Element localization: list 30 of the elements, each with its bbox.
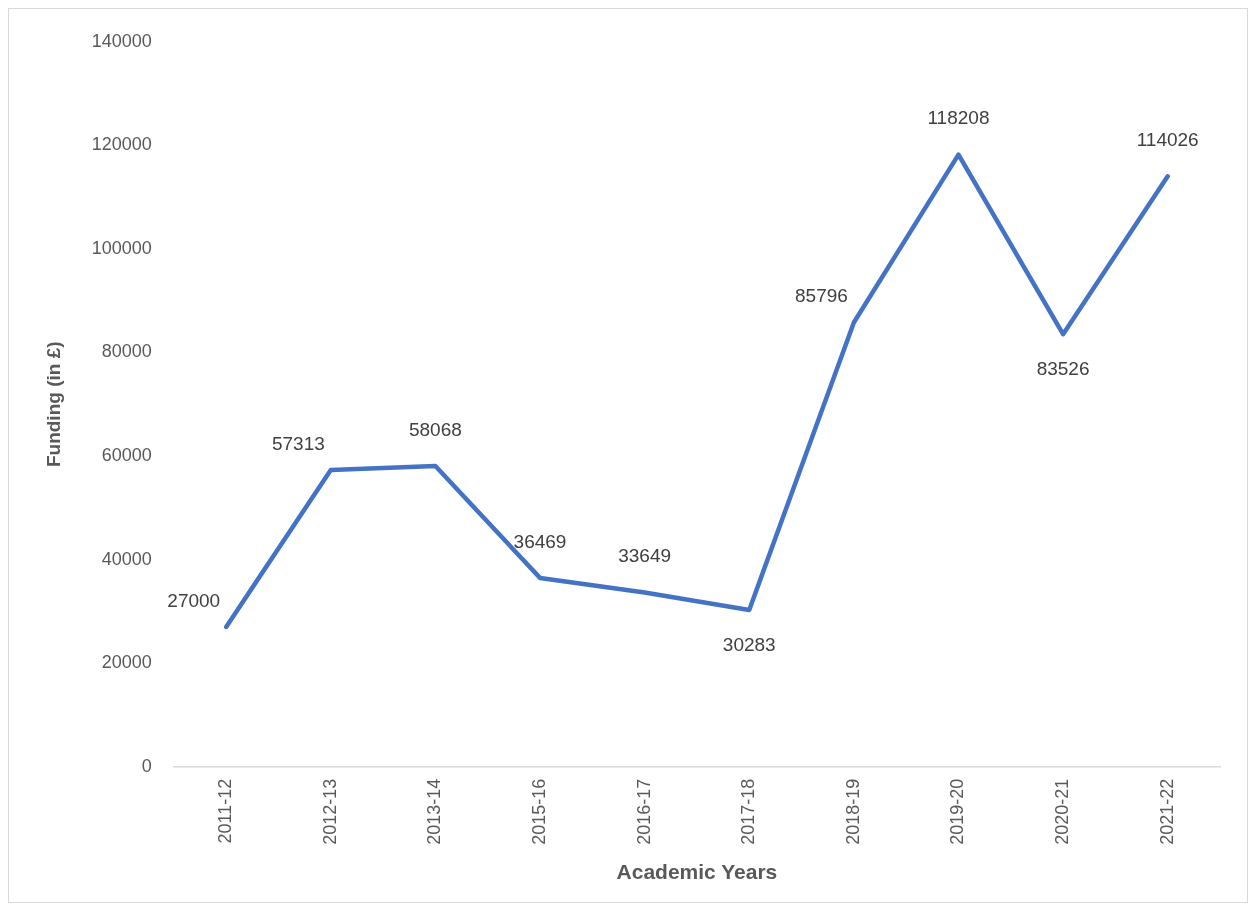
y-tick-label: 60000 [101,445,152,466]
data-label: 58068 [408,418,462,440]
y-tick-label: 80000 [101,341,152,362]
data-label: 36469 [513,530,567,552]
data-label: 114026 [1136,129,1199,151]
y-tick-label: 140000 [91,30,152,51]
x-tick-label: 2016-17 [633,778,654,845]
x-axis-title: Academic Years [616,860,778,884]
x-tick-label: 2015-16 [528,778,549,845]
x-tick-label: 2017-18 [738,778,759,845]
y-tick-label: 20000 [101,652,152,673]
x-tick-label: 2019-20 [947,778,968,845]
x-tick-label: 2020-21 [1052,778,1073,845]
x-tick-label: 2012-13 [319,778,340,845]
y-axis-title: Funding (in £) [42,341,64,468]
x-tick-label: 2021-22 [1156,778,1177,845]
x-tick-label: 2013-14 [424,778,445,845]
y-tick-label: 100000 [91,237,152,258]
data-label: 30283 [722,633,776,655]
data-label: 27000 [167,589,221,611]
data-label: 118208 [927,107,990,129]
y-tick-label: 120000 [91,134,152,155]
x-tick-label: 2011-12 [215,778,236,844]
y-tick-label: 0 [141,755,152,776]
x-tick-label: 2018-19 [842,778,863,845]
data-label: 85796 [795,285,848,307]
y-tick-label: 40000 [101,548,152,569]
data-label: 57313 [271,432,325,454]
data-label: 33649 [618,545,672,567]
data-label: 83526 [1036,357,1090,379]
